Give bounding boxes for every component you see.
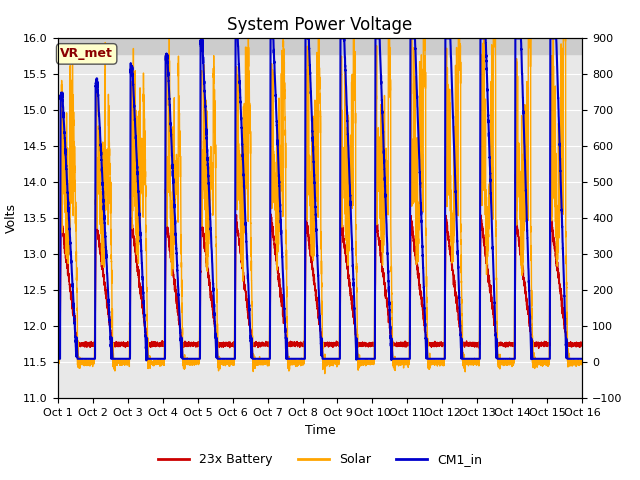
Title: System Power Voltage: System Power Voltage (227, 16, 413, 34)
Legend: 23x Battery, Solar, CM1_in: 23x Battery, Solar, CM1_in (153, 448, 487, 471)
Y-axis label: Volts: Volts (4, 204, 17, 233)
X-axis label: Time: Time (305, 424, 335, 437)
Text: VR_met: VR_met (60, 48, 113, 60)
Bar (58, 2, 582, 54)
